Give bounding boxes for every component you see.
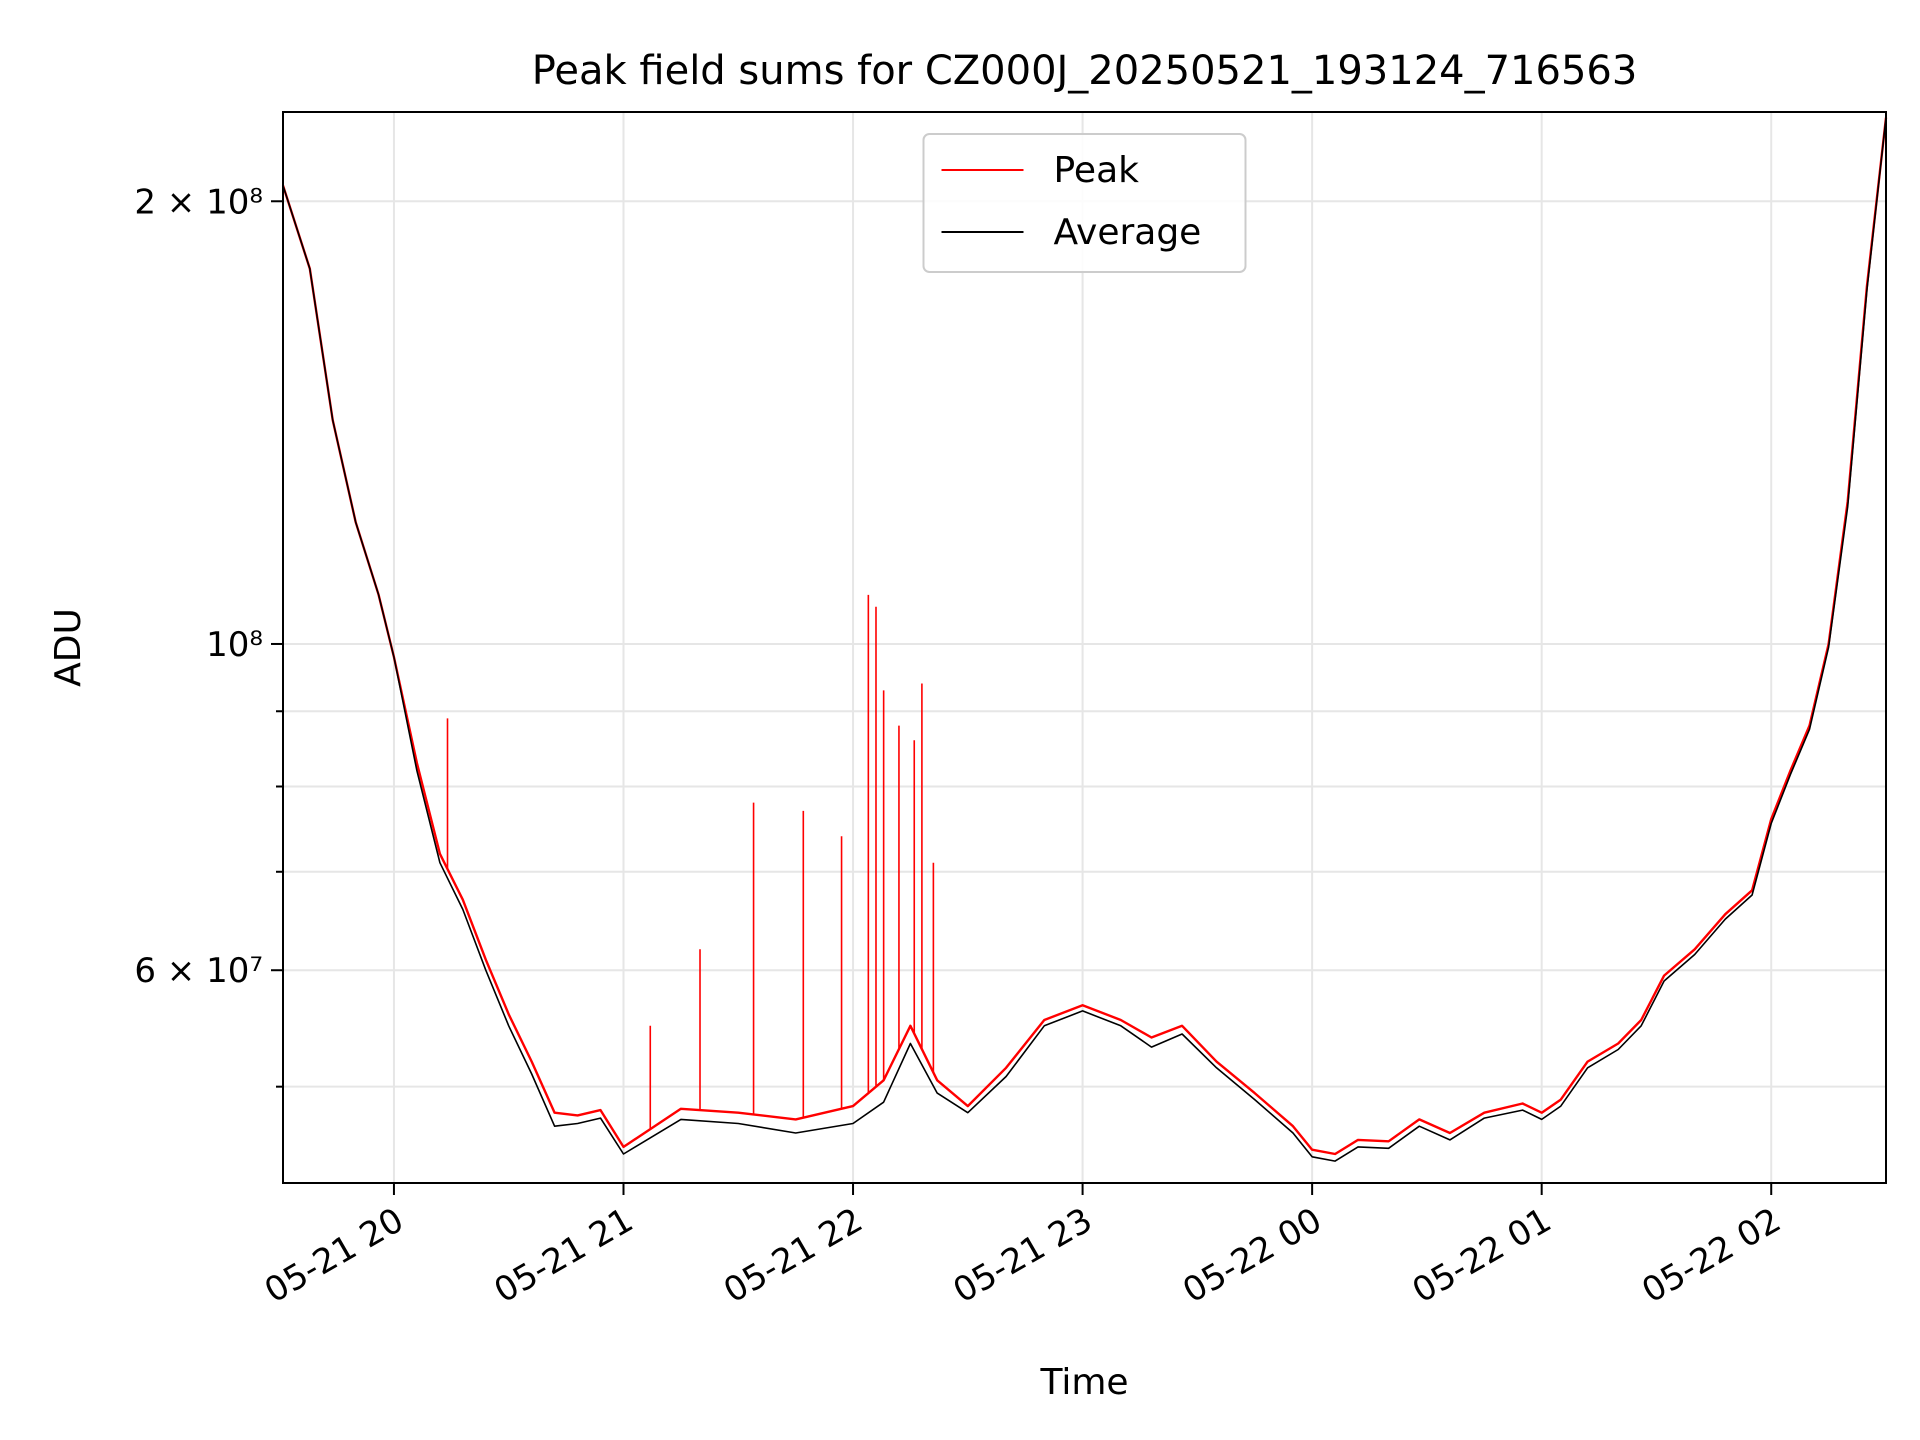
series-layer (281, 117, 1888, 1162)
x-axis-label: Time (1039, 1362, 1128, 1403)
y-tick-label: 2 × 10⁸ (134, 182, 263, 222)
series-line-peak (281, 117, 1888, 1156)
chart-title: Peak field sums for CZ000J_20250521_1931… (532, 48, 1638, 94)
legend: Peak Average (922, 133, 1247, 273)
series-line-average (282, 117, 1887, 1162)
legend-label-peak: Peak (1054, 150, 1140, 191)
legend-label-average: Average (1054, 212, 1202, 253)
plot-frame (282, 111, 1887, 1184)
y-tick-label: 10⁸ (206, 625, 263, 665)
y-axis-label: ADU (48, 608, 89, 687)
legend-box (922, 133, 1247, 273)
y-tick-label: 6 × 10⁷ (134, 951, 263, 991)
